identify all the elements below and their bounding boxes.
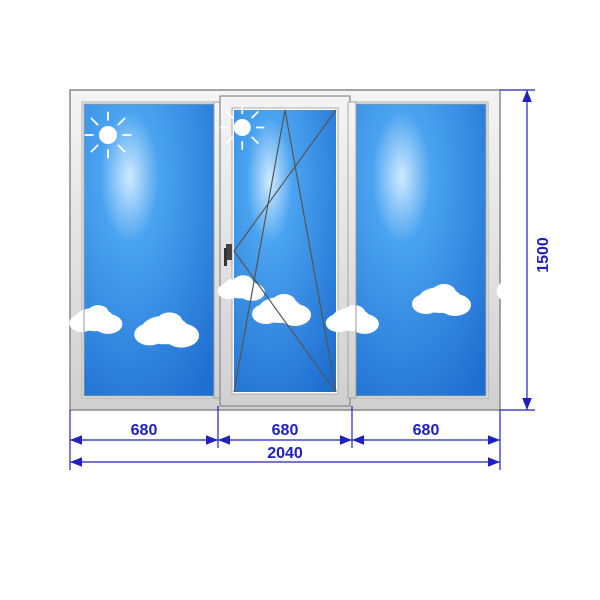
dim-seg-1: 680 — [272, 422, 299, 439]
mullion-right — [348, 102, 356, 398]
dim-seg-2: 680 — [413, 422, 440, 439]
dim-total-width: 2040 — [70, 445, 500, 462]
dim-total-value: 2040 — [267, 445, 303, 462]
pane-center — [218, 96, 350, 406]
pane-left — [69, 104, 214, 396]
dim-seg-0: 680 — [131, 422, 158, 439]
dim-segments: 680 680 680 — [70, 422, 500, 440]
window-diagram: 1500 680 680 680 2040 — [0, 0, 600, 600]
dim-height-value: 1500 — [535, 237, 552, 273]
dim-height: 1500 — [500, 90, 552, 410]
